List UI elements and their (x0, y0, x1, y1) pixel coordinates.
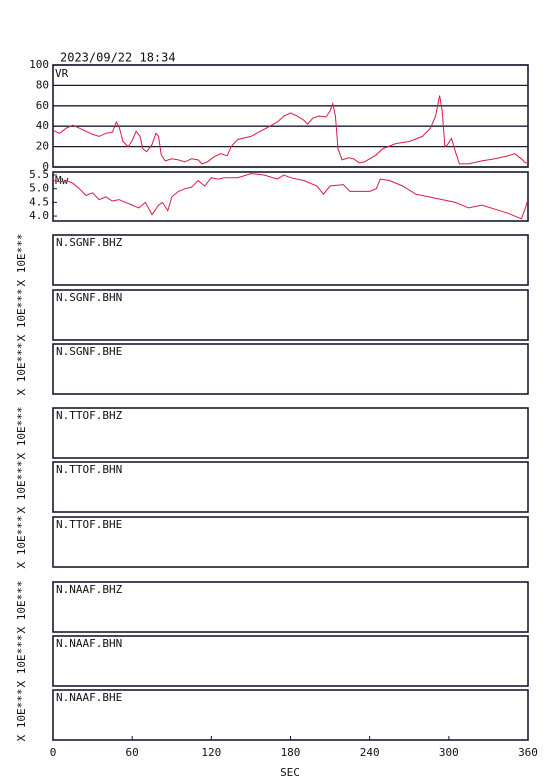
trace-y-label: X 10E*** (15, 581, 28, 634)
x-tick-label: 240 (360, 746, 380, 759)
trace-frame (52, 289, 529, 341)
trace-frame (52, 461, 529, 513)
trace-y-label: X 10E*** (15, 516, 28, 569)
trace-y-label: X 10E*** (15, 461, 28, 514)
y-tick-label: 4.0 (29, 209, 49, 222)
x-tick-label: 360 (518, 746, 538, 759)
panel-label: Mw (55, 174, 69, 187)
x-tick-label: 180 (281, 746, 301, 759)
trace-frame (52, 635, 529, 687)
trace-y-label: X 10E*** (15, 407, 28, 460)
trace-y-label: X 10E*** (15, 635, 28, 688)
trace-frame (52, 581, 529, 633)
x-tick-label: 300 (439, 746, 459, 759)
trace-y-label: X 10E*** (15, 289, 28, 342)
panel-label: VR (55, 67, 69, 80)
trace-frame (52, 343, 529, 395)
trace-frame (52, 689, 529, 741)
trace-frame (52, 407, 529, 459)
x-tick-label: 60 (126, 746, 139, 759)
trace-label: N.TTOF.BHN (56, 463, 122, 476)
trace-y-label: X 10E*** (15, 343, 28, 396)
x-tick-label: 0 (50, 746, 57, 759)
trace-frame (52, 234, 529, 286)
trace-frame (52, 516, 529, 568)
trace-label: N.NAAF.BHZ (56, 583, 123, 596)
trace-label: N.SGNF.BHN (56, 291, 122, 304)
y-tick-label: 40 (36, 119, 49, 132)
trace-y-label: X 10E*** (15, 234, 28, 287)
y-tick-label: 4.5 (29, 195, 49, 208)
trace-label: N.TTOF.BHE (56, 518, 122, 531)
trace-y-label: X 10E*** (15, 689, 28, 742)
data-line (52, 95, 528, 165)
y-tick-label: 80 (36, 78, 49, 91)
trace-label: N.NAAF.BHN (56, 637, 122, 650)
y-tick-label: 5.0 (29, 182, 49, 195)
timestamp: 2023/09/22 18:34 (60, 51, 176, 65)
trace-label: N.TTOF.BHZ (56, 409, 123, 422)
y-tick-label: 20 (36, 140, 49, 153)
data-line (52, 173, 529, 220)
panel-frame (52, 171, 529, 222)
panel-frame (52, 64, 529, 168)
trace-label: N.SGNF.BHE (56, 345, 122, 358)
y-tick-label: 100 (29, 58, 49, 71)
x-tick-label: 120 (201, 746, 221, 759)
y-tick-label: 0 (42, 160, 49, 173)
trace-label: N.SGNF.BHZ (56, 236, 123, 249)
y-tick-label: 60 (36, 99, 49, 112)
x-axis-label: SEC (280, 766, 300, 779)
trace-label: N.NAAF.BHE (56, 691, 122, 704)
y-tick-label: 5.5 (29, 168, 49, 181)
